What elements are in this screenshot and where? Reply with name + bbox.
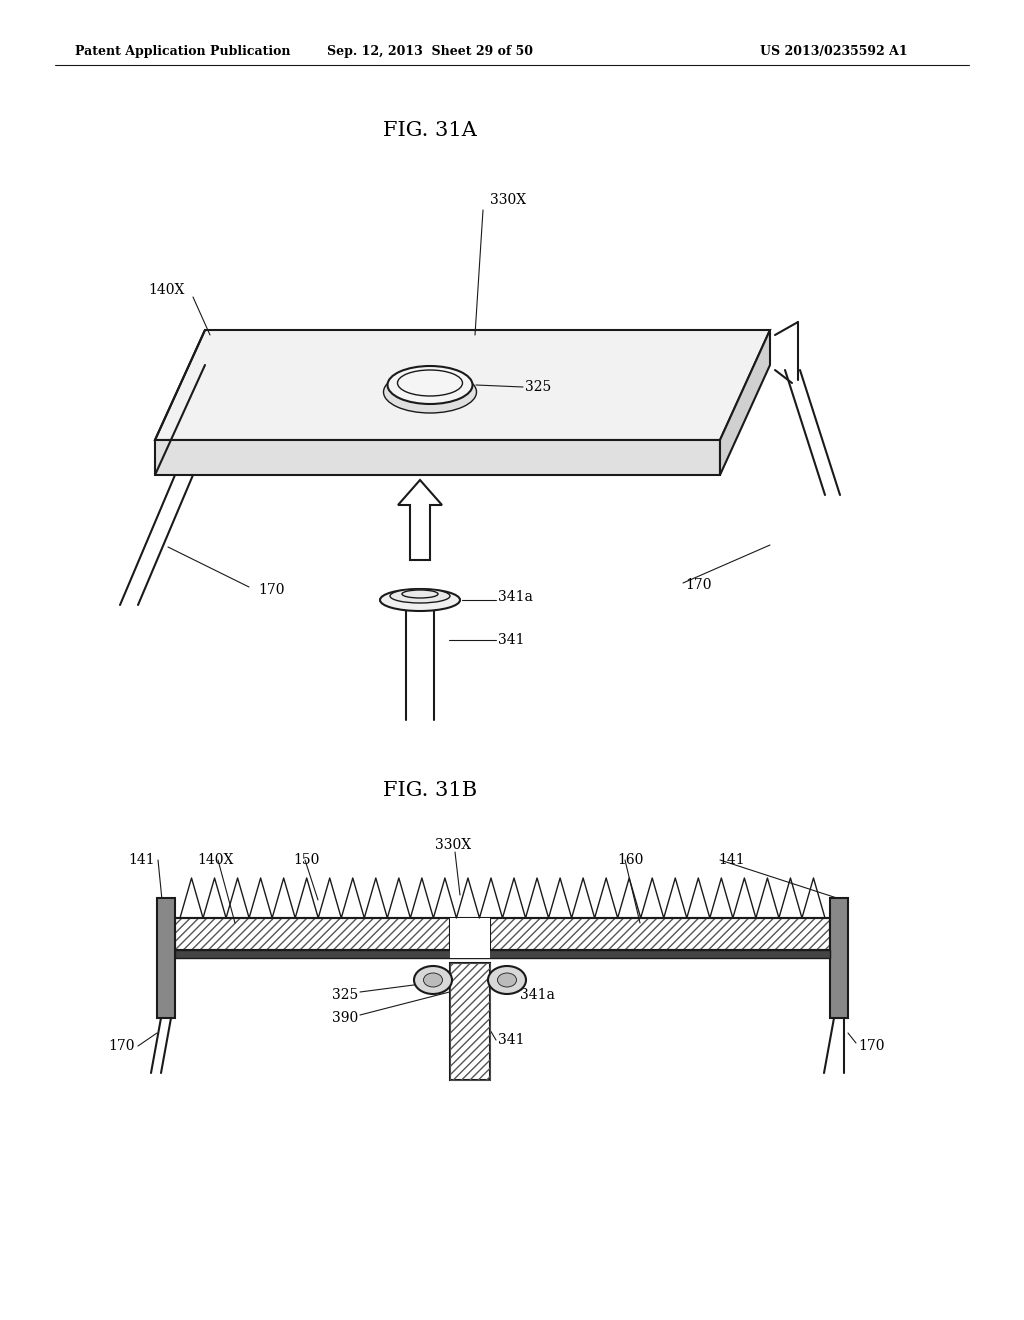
Ellipse shape [387, 366, 472, 404]
Text: 141: 141 [128, 853, 155, 867]
Text: US 2013/0235592 A1: US 2013/0235592 A1 [760, 45, 907, 58]
Polygon shape [830, 898, 848, 1018]
Ellipse shape [384, 371, 476, 413]
Text: Patent Application Publication: Patent Application Publication [75, 45, 291, 58]
Text: 170: 170 [109, 1039, 135, 1053]
Ellipse shape [380, 589, 460, 611]
Ellipse shape [488, 966, 526, 994]
Text: 330X: 330X [490, 193, 526, 207]
Polygon shape [157, 898, 175, 1018]
Text: 390: 390 [332, 1011, 358, 1026]
Text: 170: 170 [858, 1039, 885, 1053]
Polygon shape [450, 917, 490, 950]
Polygon shape [155, 440, 720, 475]
Text: 170: 170 [258, 583, 285, 597]
Text: 140X: 140X [197, 853, 233, 867]
Ellipse shape [498, 973, 516, 987]
Text: 325: 325 [332, 987, 358, 1002]
Polygon shape [450, 950, 490, 958]
Polygon shape [450, 964, 490, 1080]
Text: 341a: 341a [520, 987, 555, 1002]
Text: 341a: 341a [498, 590, 532, 605]
Text: FIG. 31A: FIG. 31A [383, 120, 477, 140]
Text: Sep. 12, 2013  Sheet 29 of 50: Sep. 12, 2013 Sheet 29 of 50 [327, 45, 534, 58]
Ellipse shape [414, 966, 452, 994]
Polygon shape [175, 950, 830, 958]
Text: 330X: 330X [435, 838, 471, 851]
Polygon shape [175, 917, 830, 950]
Polygon shape [155, 330, 770, 440]
Ellipse shape [424, 973, 442, 987]
Ellipse shape [390, 589, 450, 603]
Text: 140X: 140X [148, 282, 184, 297]
Text: 160: 160 [617, 853, 643, 867]
Text: 170: 170 [685, 578, 712, 591]
Text: 341: 341 [498, 634, 524, 647]
Polygon shape [720, 330, 770, 475]
Text: 141: 141 [718, 853, 744, 867]
Text: FIG. 31B: FIG. 31B [383, 780, 477, 800]
Text: 150: 150 [293, 853, 319, 867]
Polygon shape [398, 480, 442, 560]
Text: 341: 341 [498, 1034, 524, 1047]
Text: 325: 325 [525, 380, 551, 393]
